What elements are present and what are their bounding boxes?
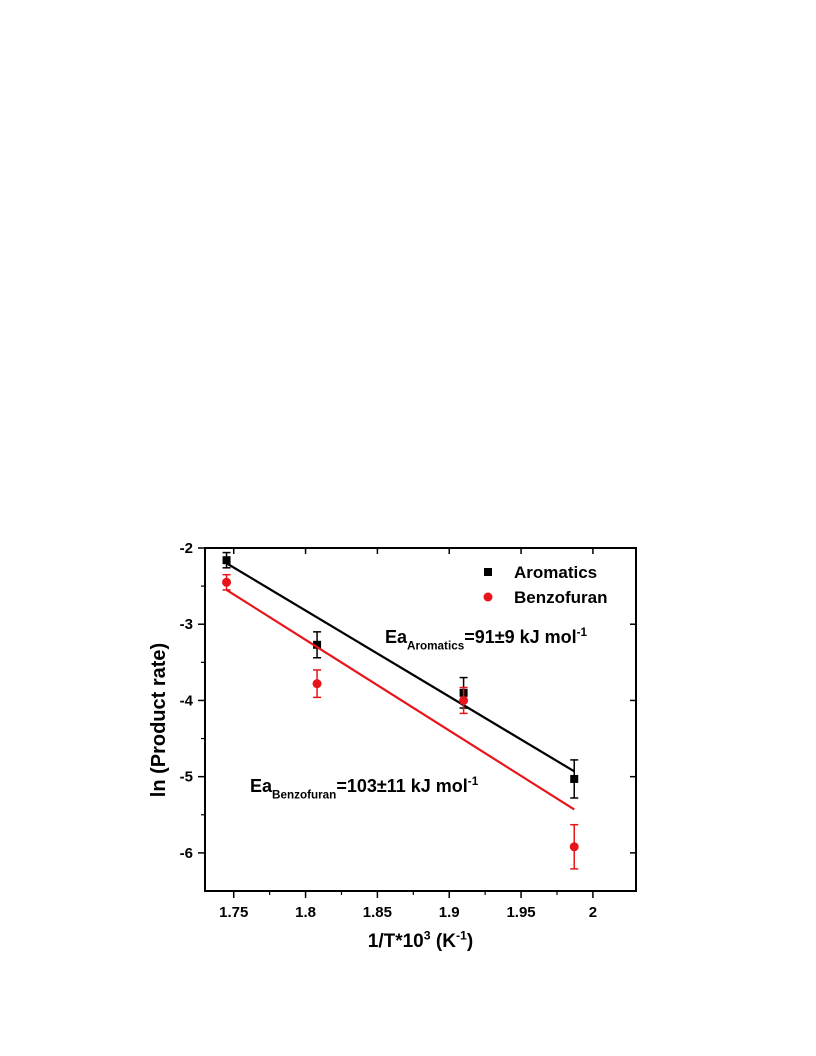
annotation-part: =103±11 kJ mol bbox=[336, 776, 467, 796]
plot-frame bbox=[204, 547, 637, 892]
point bbox=[222, 556, 231, 565]
x-tick-label: 1.75 bbox=[219, 904, 248, 921]
x-axis-label-part: 1/T*10 bbox=[368, 931, 424, 952]
x-tick-label: 1.9 bbox=[439, 904, 460, 921]
fit-line bbox=[225, 588, 575, 811]
legend-label: Aromatics bbox=[514, 563, 597, 582]
y-tick-label: -5 bbox=[180, 769, 193, 786]
annotation: EaAromatics=91±9 kJ mol-1 bbox=[385, 626, 588, 653]
point bbox=[313, 640, 322, 649]
point bbox=[569, 842, 579, 852]
fit-line bbox=[225, 562, 575, 773]
legend-marker bbox=[484, 568, 492, 576]
y-tick-label: -2 bbox=[180, 540, 193, 557]
annotation-part: =91±9 kJ mol bbox=[464, 627, 576, 647]
y-axis-label: ln (Product rate) bbox=[148, 643, 170, 797]
legend-label: Benzofuran bbox=[514, 588, 608, 607]
point bbox=[222, 577, 232, 587]
annotation: EaBenzofuran=103±11 kJ mol-1 bbox=[250, 775, 479, 802]
annotation-part: -1 bbox=[577, 626, 588, 639]
x-tick-label: 2 bbox=[589, 904, 597, 921]
y-tick-label: -3 bbox=[180, 616, 193, 633]
y-tick-label: -4 bbox=[180, 692, 194, 709]
annotation-part: Ea bbox=[250, 776, 273, 796]
annotation-part: Aromatics bbox=[407, 639, 465, 652]
point bbox=[312, 679, 322, 689]
x-tick-label: 1.95 bbox=[506, 904, 535, 921]
annotation-part: Ea bbox=[385, 627, 408, 647]
y-tick-label: -6 bbox=[180, 845, 193, 862]
x-axis-label-part: 3 bbox=[424, 928, 431, 942]
x-axis-label: 1/T*103 (K-1) bbox=[368, 928, 474, 952]
x-tick-label: 1.85 bbox=[363, 904, 392, 921]
x-axis-label-part: (K bbox=[431, 931, 457, 952]
annotation-part: -1 bbox=[468, 775, 479, 788]
x-axis-label-part: ) bbox=[467, 931, 473, 952]
point bbox=[459, 695, 469, 705]
annotation-part: Benzofuran bbox=[272, 788, 336, 801]
x-tick-label: 1.8 bbox=[295, 904, 316, 921]
point bbox=[570, 774, 579, 783]
x-axis-label-part: -1 bbox=[456, 928, 467, 942]
legend-marker bbox=[483, 592, 493, 602]
